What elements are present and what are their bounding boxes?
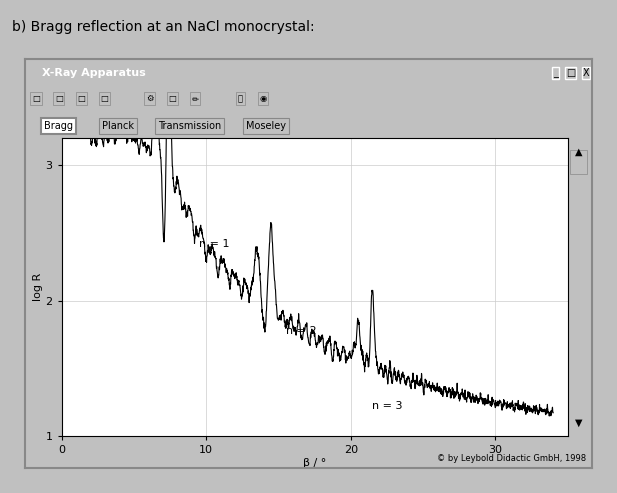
Text: ✏: ✏ (191, 94, 199, 103)
Text: 🔒: 🔒 (238, 94, 243, 103)
Text: X-Ray Apparatus: X-Ray Apparatus (42, 68, 146, 78)
Text: □: □ (168, 94, 176, 103)
Text: n = 3: n = 3 (373, 401, 403, 412)
Text: n = 1: n = 1 (199, 239, 230, 249)
Text: X: X (583, 68, 589, 78)
Text: n = 2: n = 2 (286, 325, 317, 336)
Text: b) Bragg reflection at an NaCl monocrystal:: b) Bragg reflection at an NaCl monocryst… (12, 20, 315, 34)
Text: □: □ (55, 94, 63, 103)
Text: ⚙: ⚙ (146, 94, 153, 103)
Text: © by Leybold Didactic GmbH, 1998: © by Leybold Didactic GmbH, 1998 (437, 455, 586, 463)
Text: Bragg: Bragg (44, 121, 73, 131)
Text: Transmission: Transmission (158, 121, 221, 131)
Text: □: □ (78, 94, 85, 103)
Text: Moseley: Moseley (246, 121, 286, 131)
Text: Planck: Planck (102, 121, 135, 131)
Text: ◉: ◉ (260, 94, 267, 103)
Text: □: □ (32, 94, 40, 103)
Y-axis label: log R: log R (33, 273, 43, 301)
Text: ▲: ▲ (574, 147, 582, 157)
Text: □: □ (566, 68, 576, 78)
Text: _: _ (553, 68, 558, 78)
X-axis label: β / °: β / ° (303, 458, 326, 468)
Text: □: □ (100, 94, 108, 103)
Text: ▼: ▼ (574, 418, 582, 427)
FancyBboxPatch shape (569, 150, 587, 174)
